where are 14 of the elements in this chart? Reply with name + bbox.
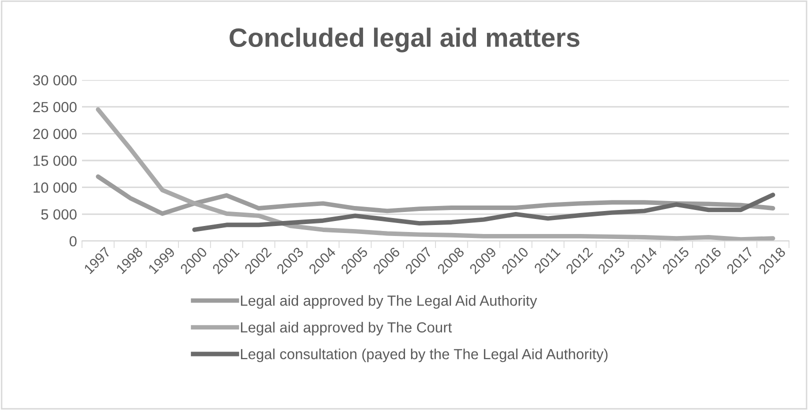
line-series [192, 192, 776, 232]
y-tick-label: 20 000 [33, 128, 77, 140]
legend-label: Legal consultation (payed by the The Legal Aid Authority) [240, 348, 608, 362]
line-series [96, 174, 776, 216]
y-tick-label: 25 000 [33, 102, 77, 112]
legend-label: Legal aid approved by The Legal Aid Authority [240, 295, 538, 309]
y-tick-label: 10 000 [34, 182, 77, 193]
chart-title: Concluded legal aid matters [230, 28, 580, 52]
line-series [96, 107, 776, 241]
y-tick-label: 5 000 [41, 209, 77, 220]
y-tick-label: 15 000 [34, 156, 77, 166]
legend-label: Legal aid approved by The Court [240, 322, 452, 336]
y-tick-label: 0 [70, 236, 77, 246]
y-tick-label: 30 000 [33, 75, 77, 86]
